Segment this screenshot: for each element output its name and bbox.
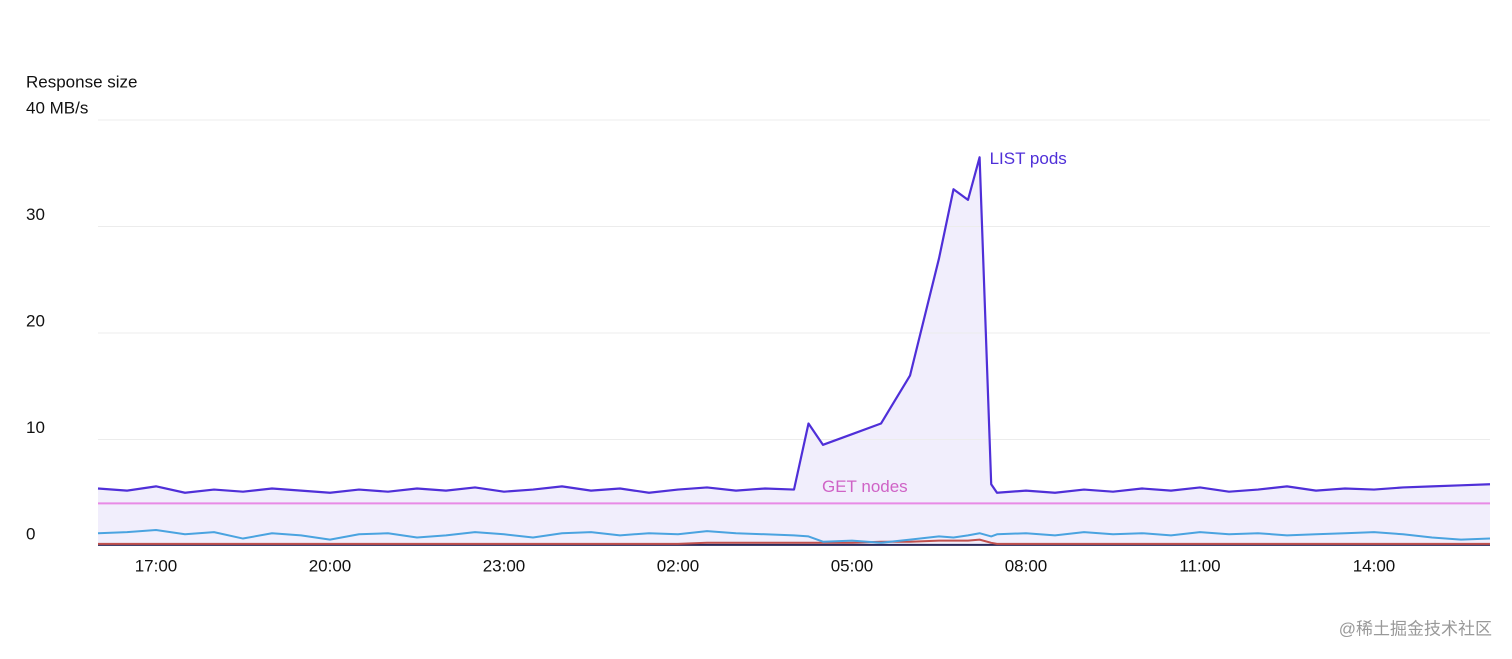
series-label: LIST pods (990, 149, 1067, 168)
y-tick-label: 30 (26, 205, 45, 224)
series-line (97, 529, 1491, 544)
area (98, 157, 1490, 546)
x-tick-label: 23:00 (483, 556, 526, 575)
y-tick-label: 40 MB/s (26, 98, 88, 117)
x-tick-label: 05:00 (831, 556, 874, 575)
y-axis-label: Response size (26, 72, 138, 91)
series-line (98, 538, 1490, 545)
x-tick-label: 14:00 (1353, 556, 1396, 575)
y-tick-label: 0 (26, 524, 35, 543)
series-label: GET nodes (822, 477, 908, 496)
x-tick-label: 17:00 (135, 556, 178, 575)
x-tick-label: 02:00 (657, 556, 700, 575)
x-tick-label: 11:00 (1179, 556, 1220, 575)
x-tick-label: 08:00 (1005, 556, 1048, 575)
y-tick-label: 10 (26, 418, 45, 437)
watermark: @稀土掘金技术社区 (1339, 619, 1492, 638)
y-tick-label: 20 (26, 311, 45, 330)
x-tick-label: 20:00 (309, 556, 352, 575)
series-line (97, 156, 1491, 494)
